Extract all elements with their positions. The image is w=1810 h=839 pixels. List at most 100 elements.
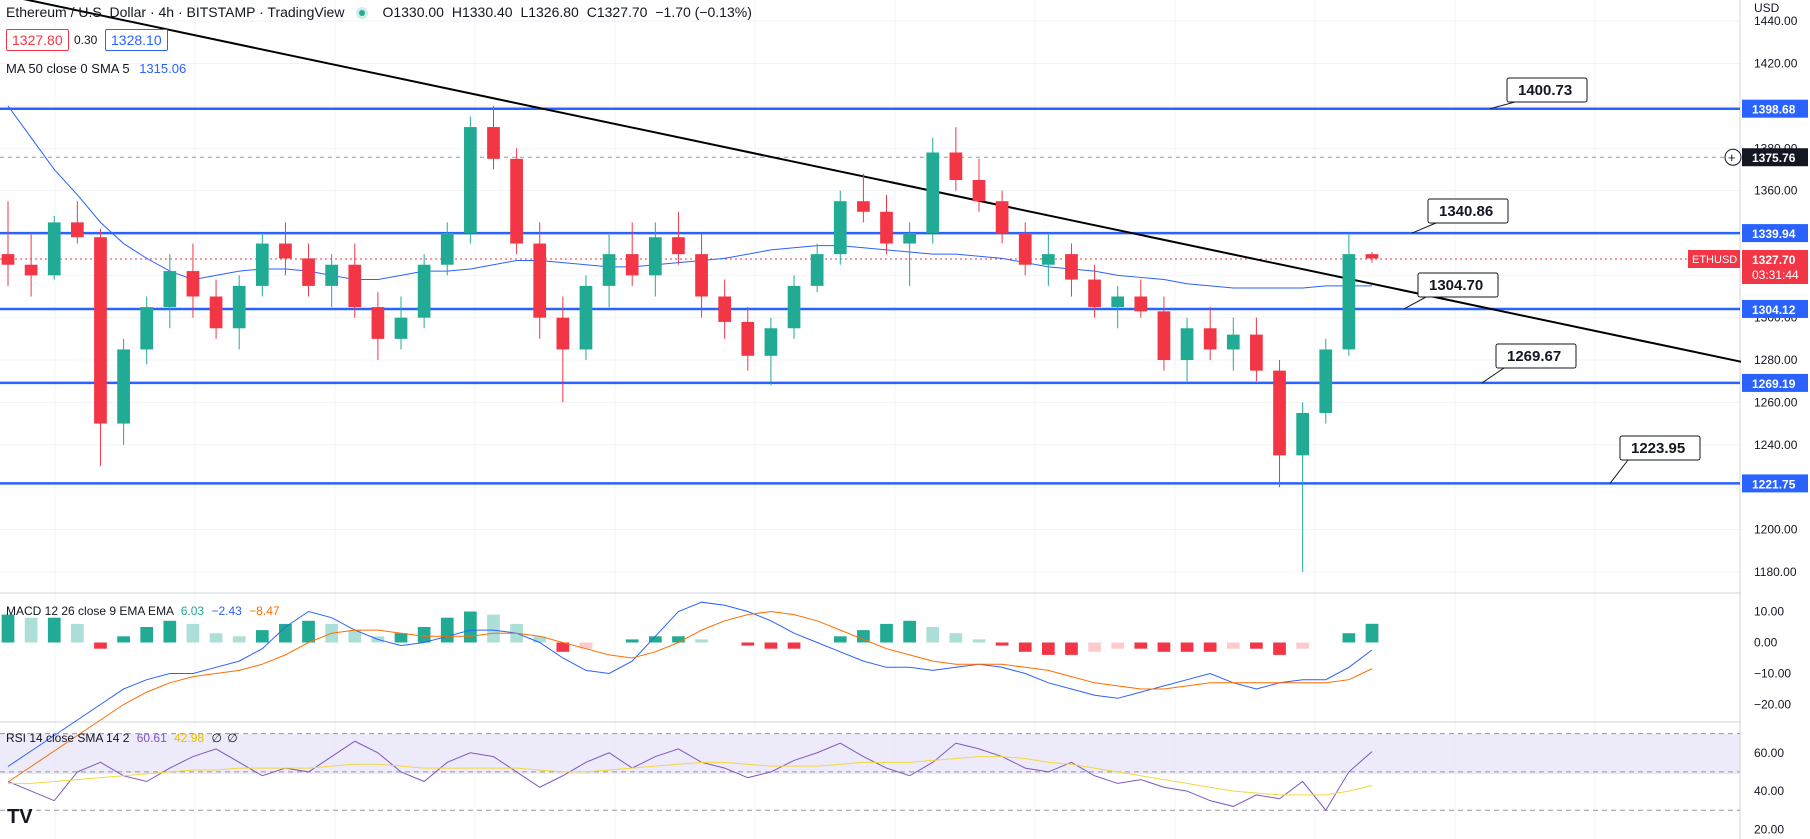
candle [880, 194, 893, 255]
macd-hist-bar [487, 614, 500, 643]
candle-body [1365, 254, 1379, 259]
candle-body [1319, 349, 1333, 413]
candle-body [94, 237, 107, 424]
macd-hist-bar [625, 639, 639, 643]
candle [1342, 232, 1356, 356]
candle-body [1226, 334, 1240, 350]
macd-hist-bar [186, 623, 200, 643]
macd-hist-bar [394, 633, 408, 643]
candle [417, 254, 431, 329]
symbol-tag-bg [1688, 250, 1740, 269]
callout-box [1506, 77, 1588, 103]
price-label-callout[interactable]: 1223.95 [1609, 435, 1701, 484]
rsi-panel [0, 733, 1740, 812]
rsi-legend[interactable]: RSI 14 close SMA 14 2 60.61 42.98 ∅ ∅ [6, 731, 238, 745]
candle-body [1342, 254, 1356, 350]
tradingview-logo[interactable]: TV [7, 806, 33, 828]
macd-hist-bar [1088, 642, 1101, 652]
candle-body [718, 296, 732, 322]
price-axis[interactable]: USD1440.001420.001400.001380.001360.0013… [1688, 0, 1810, 839]
candle-body [602, 254, 616, 286]
candle [348, 243, 362, 318]
callout-text: 1269.67 [1507, 348, 1561, 365]
price-tick-label: 1200.00 [1754, 522, 1798, 536]
price-tick-label: 1440.00 [1754, 14, 1798, 28]
market-status-icon [356, 7, 369, 19]
price-tag-bg [1742, 99, 1808, 118]
price-label-callout[interactable]: 1304.70 [1403, 272, 1499, 310]
macd-tick-label: −10.00 [1754, 667, 1791, 681]
macd-hist-bar [949, 633, 963, 643]
price-axis-bg [1741, 0, 1810, 839]
rsi-line [7, 740, 1373, 812]
macd-hist-bar [255, 630, 269, 643]
candle-body [949, 152, 963, 181]
symbol-title[interactable]: Ethereum / U.S. Dollar · 4h · BITSTAMP ·… [6, 4, 345, 20]
candle-body [1296, 412, 1310, 456]
macd-hist-bar [787, 642, 801, 649]
macd-hist-bar [1203, 642, 1217, 652]
chart-grid [0, 0, 1740, 839]
callout-pointer [1411, 222, 1437, 234]
ma-legend[interactable]: MA 50 close 0 SMA 5 1315.06 [6, 61, 186, 76]
macd-hist-bar [833, 636, 847, 643]
candle [648, 222, 662, 297]
macd-signal-value: −8.47 [249, 604, 280, 618]
candle [556, 296, 570, 403]
macd-hist-bar [1111, 642, 1125, 649]
price-tag-label: 1269.19 [1752, 377, 1796, 391]
candle-body [1157, 311, 1171, 361]
candle [972, 158, 986, 212]
candle-body [348, 264, 362, 308]
price-tick-label: 1280.00 [1754, 353, 1798, 367]
price-tag-label: 1375.76 [1752, 151, 1796, 165]
price-label-callout[interactable]: 1340.86 [1411, 198, 1509, 234]
price-label-callout[interactable]: 1269.67 [1481, 343, 1577, 384]
candle-body [833, 201, 847, 255]
candle-body [255, 243, 269, 286]
macd-hist-bar [302, 620, 315, 643]
candle-body [464, 127, 477, 233]
candle-body [140, 307, 154, 350]
price-tick-label: 1360.00 [1754, 184, 1798, 198]
macd-hist-bar [1041, 642, 1055, 655]
candle-body [903, 232, 916, 244]
price-tag-label: 1221.75 [1752, 477, 1796, 491]
bid-price-box[interactable]: 1327.80 [6, 29, 69, 51]
candle [1111, 285, 1125, 329]
ask-price-box[interactable]: 1328.10 [105, 29, 168, 51]
candle-body [648, 237, 662, 276]
rsi-value: 60.61 [136, 731, 167, 745]
callout-box [1427, 198, 1509, 224]
candle [47, 216, 61, 280]
axis-currency: USD [1754, 1, 1780, 15]
candle [1018, 222, 1032, 276]
candle-body [1203, 328, 1217, 350]
candle-body [810, 254, 824, 286]
candle-body [972, 180, 986, 202]
macd-hist-bar [1180, 642, 1194, 652]
trendline[interactable] [0, 0, 1743, 363]
rsi-tick-label: 40.00 [1754, 784, 1784, 798]
add-alert-icon-glyph: + [1728, 150, 1736, 165]
candle [140, 296, 154, 365]
candle [510, 148, 523, 255]
macd-label: MACD 12 26 close 9 EMA EMA [6, 604, 174, 618]
macd-legend[interactable]: MACD 12 26 close 9 EMA EMA 6.03 −2.43 −8… [6, 604, 280, 618]
price-tag-bg [1742, 474, 1808, 493]
rsi-sma-value: 42.98 [174, 731, 205, 745]
price-label-callout[interactable]: 1400.73 [1489, 77, 1588, 110]
candle [94, 228, 107, 466]
candle [302, 243, 315, 297]
callout-box [1619, 435, 1701, 461]
candle-body [1180, 328, 1194, 361]
candle-body [857, 201, 870, 212]
price-annotations[interactable]: 1400.73 1340.86 1304.70 1269.67 1223.95 [1403, 77, 1701, 484]
candle-body [880, 211, 893, 244]
ohlc-open: O1330.00 [382, 4, 444, 20]
candle-body [1250, 334, 1263, 371]
macd-hist-bar [1065, 642, 1078, 655]
candle [163, 254, 177, 329]
macd-hist-bar [533, 636, 547, 643]
